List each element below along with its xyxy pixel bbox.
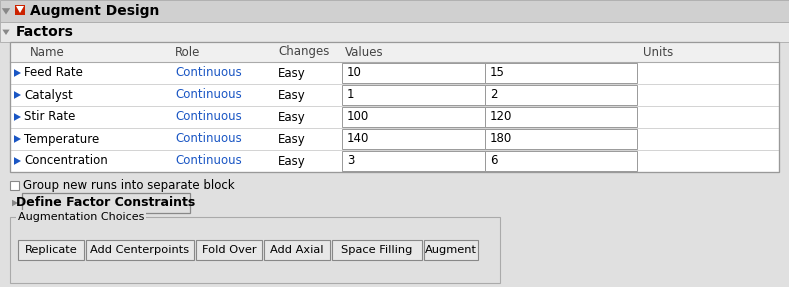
Text: Augment Design: Augment Design — [30, 4, 159, 18]
Polygon shape — [14, 91, 21, 99]
Text: Augment: Augment — [425, 245, 477, 255]
Bar — [485, 63, 637, 83]
Text: Add Axial: Add Axial — [271, 245, 323, 255]
Text: 100: 100 — [347, 110, 369, 123]
Text: Easy: Easy — [278, 133, 306, 146]
Text: Changes: Changes — [278, 46, 329, 59]
Text: Space Filling: Space Filling — [342, 245, 413, 255]
Text: 10: 10 — [347, 67, 362, 79]
Text: 3: 3 — [347, 154, 354, 168]
Bar — [485, 107, 637, 127]
Text: Continuous: Continuous — [175, 133, 241, 146]
Polygon shape — [14, 135, 21, 143]
Polygon shape — [2, 8, 10, 15]
Bar — [485, 151, 637, 171]
Polygon shape — [12, 200, 18, 206]
Text: 15: 15 — [490, 67, 505, 79]
Text: 140: 140 — [347, 133, 369, 146]
Text: Factors: Factors — [16, 25, 74, 39]
Text: Replicate: Replicate — [24, 245, 77, 255]
Text: Easy: Easy — [278, 67, 306, 79]
Text: Add Centerpoints: Add Centerpoints — [91, 245, 189, 255]
Bar — [10, 42, 779, 172]
Text: 1: 1 — [347, 88, 354, 102]
Text: Temperature: Temperature — [24, 133, 99, 146]
Text: 120: 120 — [490, 110, 512, 123]
Polygon shape — [2, 30, 9, 35]
Bar — [15, 5, 25, 15]
Text: Easy: Easy — [278, 88, 306, 102]
Bar — [485, 129, 637, 149]
Text: Continuous: Continuous — [175, 154, 241, 168]
Text: 2: 2 — [490, 88, 498, 102]
Bar — [342, 63, 485, 83]
Text: Name: Name — [30, 46, 65, 59]
Bar — [342, 151, 485, 171]
Polygon shape — [14, 69, 21, 77]
Polygon shape — [14, 113, 21, 121]
Text: Continuous: Continuous — [175, 67, 241, 79]
Bar — [22, 193, 190, 213]
Bar — [196, 240, 262, 260]
Text: Continuous: Continuous — [175, 110, 241, 123]
Text: Fold Over: Fold Over — [202, 245, 256, 255]
Text: Define Factor Constraints: Define Factor Constraints — [17, 197, 196, 210]
Text: Group new runs into separate block: Group new runs into separate block — [23, 179, 234, 191]
Bar — [0, 22, 789, 42]
Bar — [10, 217, 500, 283]
Bar — [424, 240, 478, 260]
Text: Concentration: Concentration — [24, 154, 108, 168]
Text: Feed Rate: Feed Rate — [24, 67, 83, 79]
Bar — [10, 42, 779, 62]
Text: Easy: Easy — [278, 154, 306, 168]
Bar — [86, 240, 194, 260]
Text: Stir Rate: Stir Rate — [24, 110, 76, 123]
Bar — [342, 129, 485, 149]
Bar — [18, 240, 84, 260]
Text: Augmentation Choices: Augmentation Choices — [18, 212, 144, 222]
Bar — [10, 42, 779, 172]
Text: Units: Units — [643, 46, 673, 59]
Bar — [10, 181, 19, 190]
Text: Easy: Easy — [278, 110, 306, 123]
Text: Continuous: Continuous — [175, 88, 241, 102]
Text: Catalyst: Catalyst — [24, 88, 73, 102]
Text: Values: Values — [345, 46, 383, 59]
Bar — [0, 0, 789, 22]
Bar — [264, 240, 330, 260]
Bar — [485, 85, 637, 105]
Bar — [342, 85, 485, 105]
Polygon shape — [16, 6, 24, 13]
Polygon shape — [14, 157, 21, 165]
Text: 180: 180 — [490, 133, 512, 146]
Bar — [342, 107, 485, 127]
Text: Role: Role — [175, 46, 200, 59]
Text: 6: 6 — [490, 154, 498, 168]
Bar — [332, 240, 422, 260]
